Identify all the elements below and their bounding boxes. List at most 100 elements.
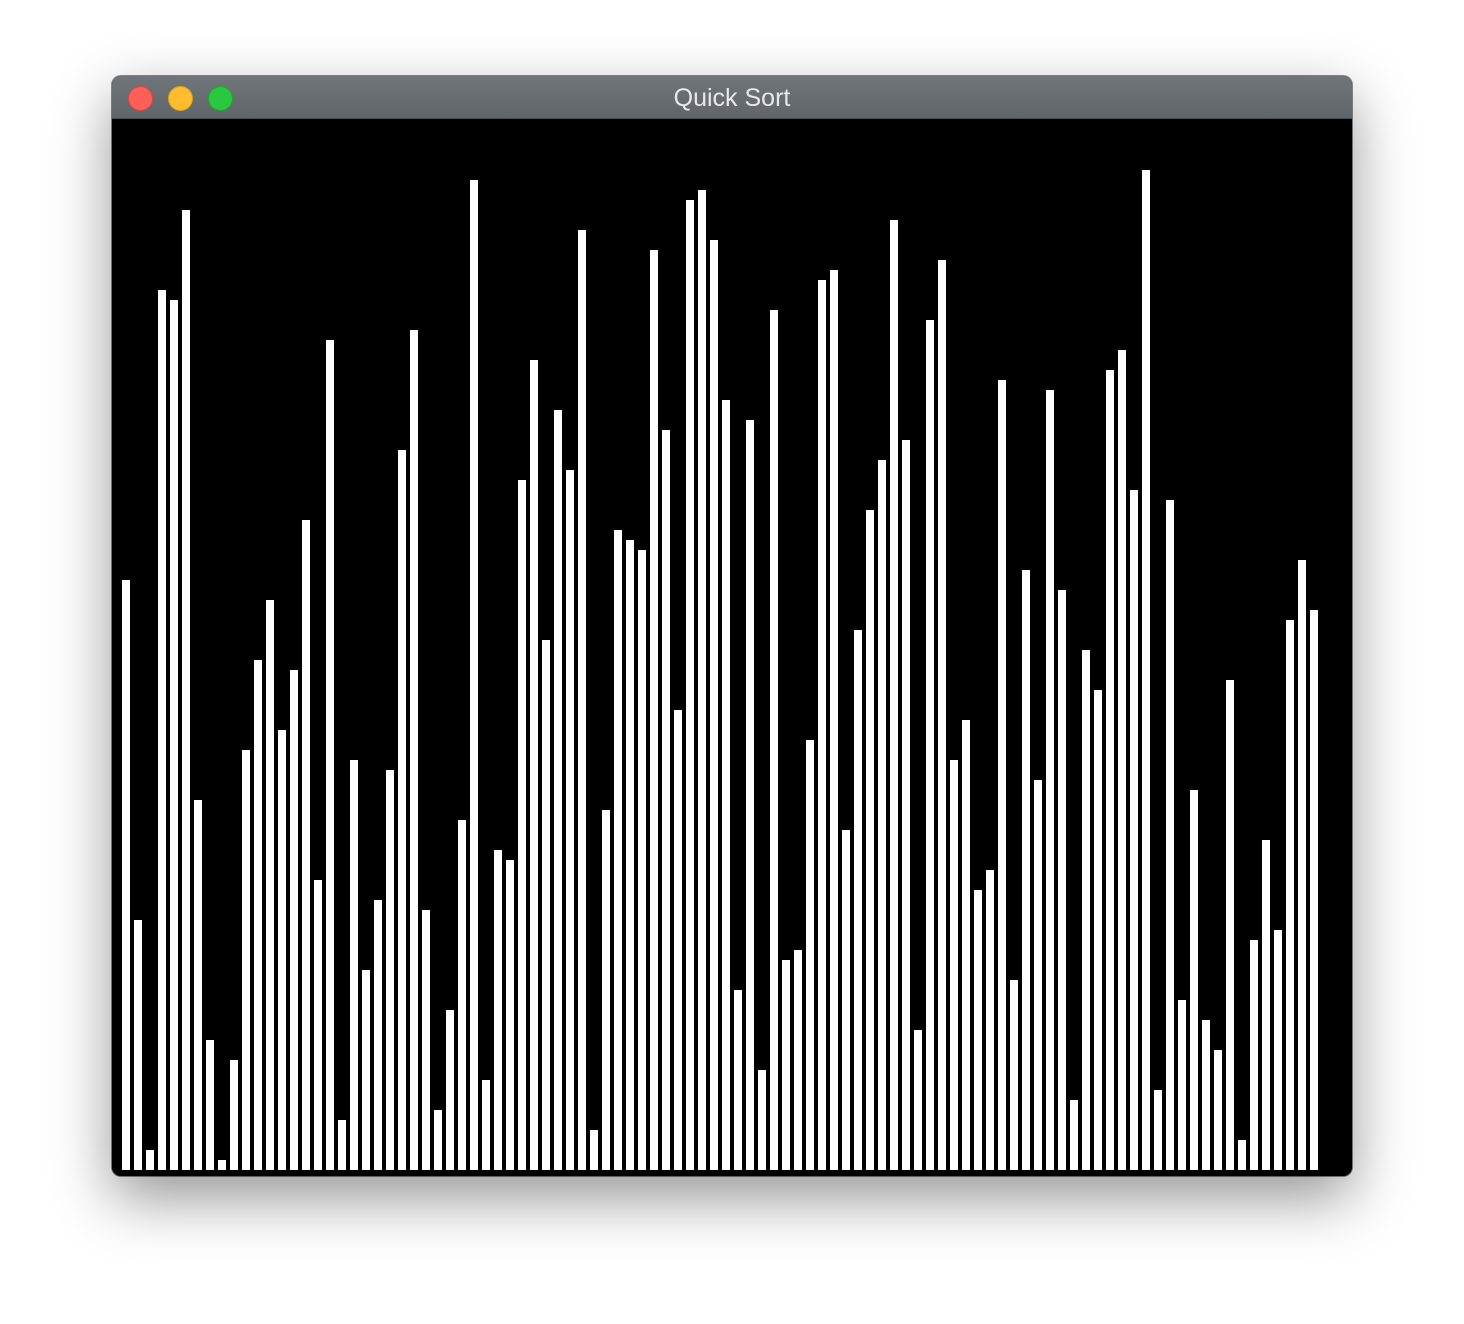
array-bar <box>746 420 754 1170</box>
array-bar <box>1190 790 1198 1170</box>
array-bar <box>1202 1020 1210 1170</box>
array-bar <box>614 530 622 1170</box>
array-bar <box>938 260 946 1170</box>
array-bar <box>314 880 322 1170</box>
array-bar <box>134 920 142 1170</box>
array-bar <box>782 960 790 1170</box>
array-bar <box>158 290 166 1170</box>
array-bar <box>758 1070 766 1170</box>
minimize-button[interactable] <box>168 86 193 111</box>
array-bar <box>1142 170 1150 1170</box>
array-bar <box>1130 490 1138 1170</box>
array-bar <box>362 970 370 1170</box>
array-bar <box>866 510 874 1170</box>
array-bar <box>818 280 826 1170</box>
array-bar <box>386 770 394 1170</box>
array-bar <box>734 990 742 1170</box>
array-bar <box>1070 1100 1078 1170</box>
sort-visualization-canvas <box>112 119 1352 1176</box>
array-bar <box>122 580 130 1170</box>
array-bar <box>1058 590 1066 1170</box>
array-bar <box>950 760 958 1170</box>
array-bar <box>794 950 802 1170</box>
array-bar <box>1286 620 1294 1170</box>
array-bar <box>218 1160 226 1170</box>
array-bar <box>1046 390 1054 1170</box>
array-bar <box>1250 940 1258 1170</box>
array-bar <box>1262 840 1270 1170</box>
array-bar <box>1082 650 1090 1170</box>
array-bar <box>1118 350 1126 1170</box>
array-bar <box>1238 1140 1246 1170</box>
array-bar <box>326 340 334 1170</box>
array-bar <box>470 180 478 1170</box>
array-bar <box>674 710 682 1170</box>
array-bar <box>626 540 634 1170</box>
array-bar <box>146 1150 154 1170</box>
array-bar <box>290 670 298 1170</box>
array-bar <box>458 820 466 1170</box>
array-bar <box>554 410 562 1170</box>
array-bar <box>206 1040 214 1170</box>
array-bar <box>434 1110 442 1170</box>
array-bar <box>986 870 994 1170</box>
array-bar <box>578 230 586 1170</box>
array-bar <box>506 860 514 1170</box>
array-bar <box>1034 780 1042 1170</box>
array-bar <box>590 1130 598 1170</box>
array-bar <box>410 330 418 1170</box>
array-bar <box>1010 980 1018 1170</box>
close-button[interactable] <box>128 86 153 111</box>
array-bar <box>1226 680 1234 1170</box>
array-bar <box>350 760 358 1170</box>
array-bar <box>842 830 850 1170</box>
array-bar <box>230 1060 238 1170</box>
array-bar <box>1154 1090 1162 1170</box>
array-bar <box>542 640 550 1170</box>
array-bar <box>806 740 814 1170</box>
array-bar <box>854 630 862 1170</box>
array-bar <box>446 1010 454 1170</box>
array-bar <box>878 460 886 1170</box>
array-bar <box>638 550 646 1170</box>
array-bar <box>1178 1000 1186 1170</box>
array-bar <box>1022 570 1030 1170</box>
array-bar <box>770 310 778 1170</box>
zoom-button[interactable] <box>208 86 233 111</box>
array-bar <box>374 900 382 1170</box>
title-bar[interactable]: Quick Sort <box>112 76 1352 119</box>
array-bar <box>482 1080 490 1170</box>
array-bar <box>338 1120 346 1170</box>
array-bar <box>182 210 190 1170</box>
array-bar <box>1214 1050 1222 1170</box>
window-title: Quick Sort <box>673 84 791 112</box>
array-bar <box>1298 560 1306 1170</box>
array-bar <box>650 250 658 1170</box>
array-bar <box>1274 930 1282 1170</box>
array-bar <box>698 190 706 1170</box>
array-bar <box>1310 610 1318 1170</box>
array-bar <box>914 1030 922 1170</box>
array-bar <box>722 400 730 1170</box>
array-bar <box>302 520 310 1170</box>
array-bar <box>686 200 694 1170</box>
array-bar <box>278 730 286 1170</box>
array-bar <box>902 440 910 1170</box>
array-bar <box>242 750 250 1170</box>
array-bar <box>170 300 178 1170</box>
array-bar <box>710 240 718 1170</box>
array-bar <box>422 910 430 1170</box>
array-bar <box>830 270 838 1170</box>
array-bar <box>1094 690 1102 1170</box>
array-bar <box>194 800 202 1170</box>
array-bar <box>398 450 406 1170</box>
array-bar <box>530 360 538 1170</box>
app-window: Quick Sort <box>112 76 1352 1176</box>
array-bar <box>566 470 574 1170</box>
array-bar <box>266 600 274 1170</box>
array-bar <box>926 320 934 1170</box>
array-bar <box>998 380 1006 1170</box>
array-bar <box>254 660 262 1170</box>
array-bar <box>662 430 670 1170</box>
array-bar <box>1166 500 1174 1170</box>
